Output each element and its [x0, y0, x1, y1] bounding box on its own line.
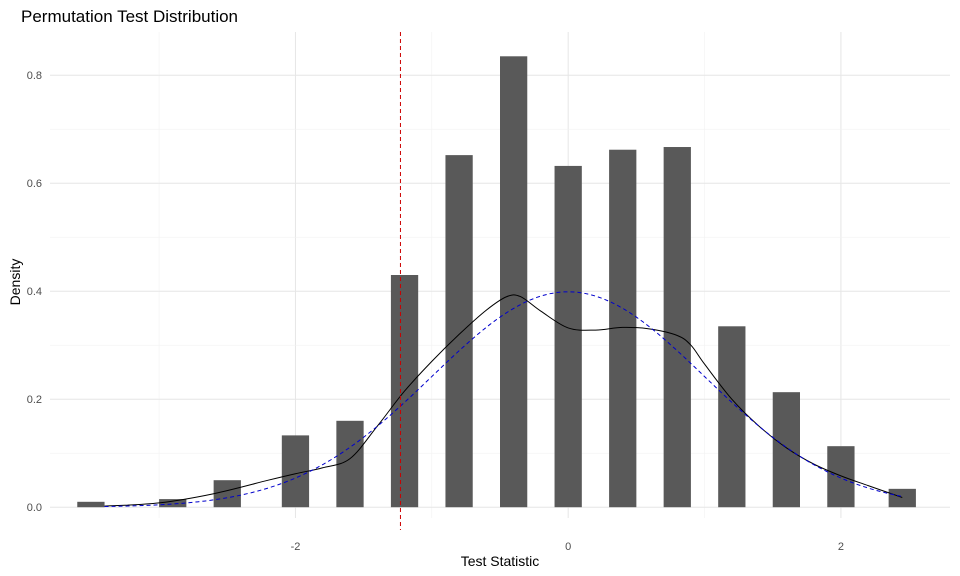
histogram-bar	[772, 392, 800, 508]
histogram-bar	[827, 446, 855, 508]
normal-density-line	[104, 291, 903, 508]
y-tick-label: 0.4	[27, 286, 42, 298]
histogram-bar	[554, 165, 582, 508]
x-axis-ticks: -2 0 2	[291, 541, 844, 553]
y-tick-label: 0.2	[27, 394, 42, 406]
y-tick-label: 0.0	[27, 502, 42, 514]
histogram-bar	[663, 147, 691, 508]
x-tick-label: 0	[565, 541, 571, 553]
y-axis-title: Density	[7, 259, 23, 306]
histogram-bar	[77, 501, 105, 508]
y-axis-ticks: 0.0 0.2 0.4 0.6 0.8	[27, 70, 42, 514]
histogram-bar	[718, 326, 746, 508]
histogram-bar	[213, 480, 241, 508]
x-axis-title: Test Statistic	[461, 553, 540, 569]
chart-title: Permutation Test Distribution	[21, 7, 238, 26]
histogram-bar	[336, 420, 364, 508]
density-lines	[104, 291, 903, 508]
histogram-bar	[500, 56, 528, 508]
x-tick-label: -2	[291, 541, 301, 553]
y-tick-label: 0.6	[27, 178, 42, 190]
histogram-bar	[888, 488, 916, 508]
histogram-bar	[445, 155, 473, 508]
bars	[77, 56, 916, 508]
histogram-bar	[281, 435, 310, 508]
histogram-bar	[159, 499, 187, 508]
y-tick-label: 0.8	[27, 70, 42, 82]
x-tick-label: 2	[838, 541, 844, 553]
